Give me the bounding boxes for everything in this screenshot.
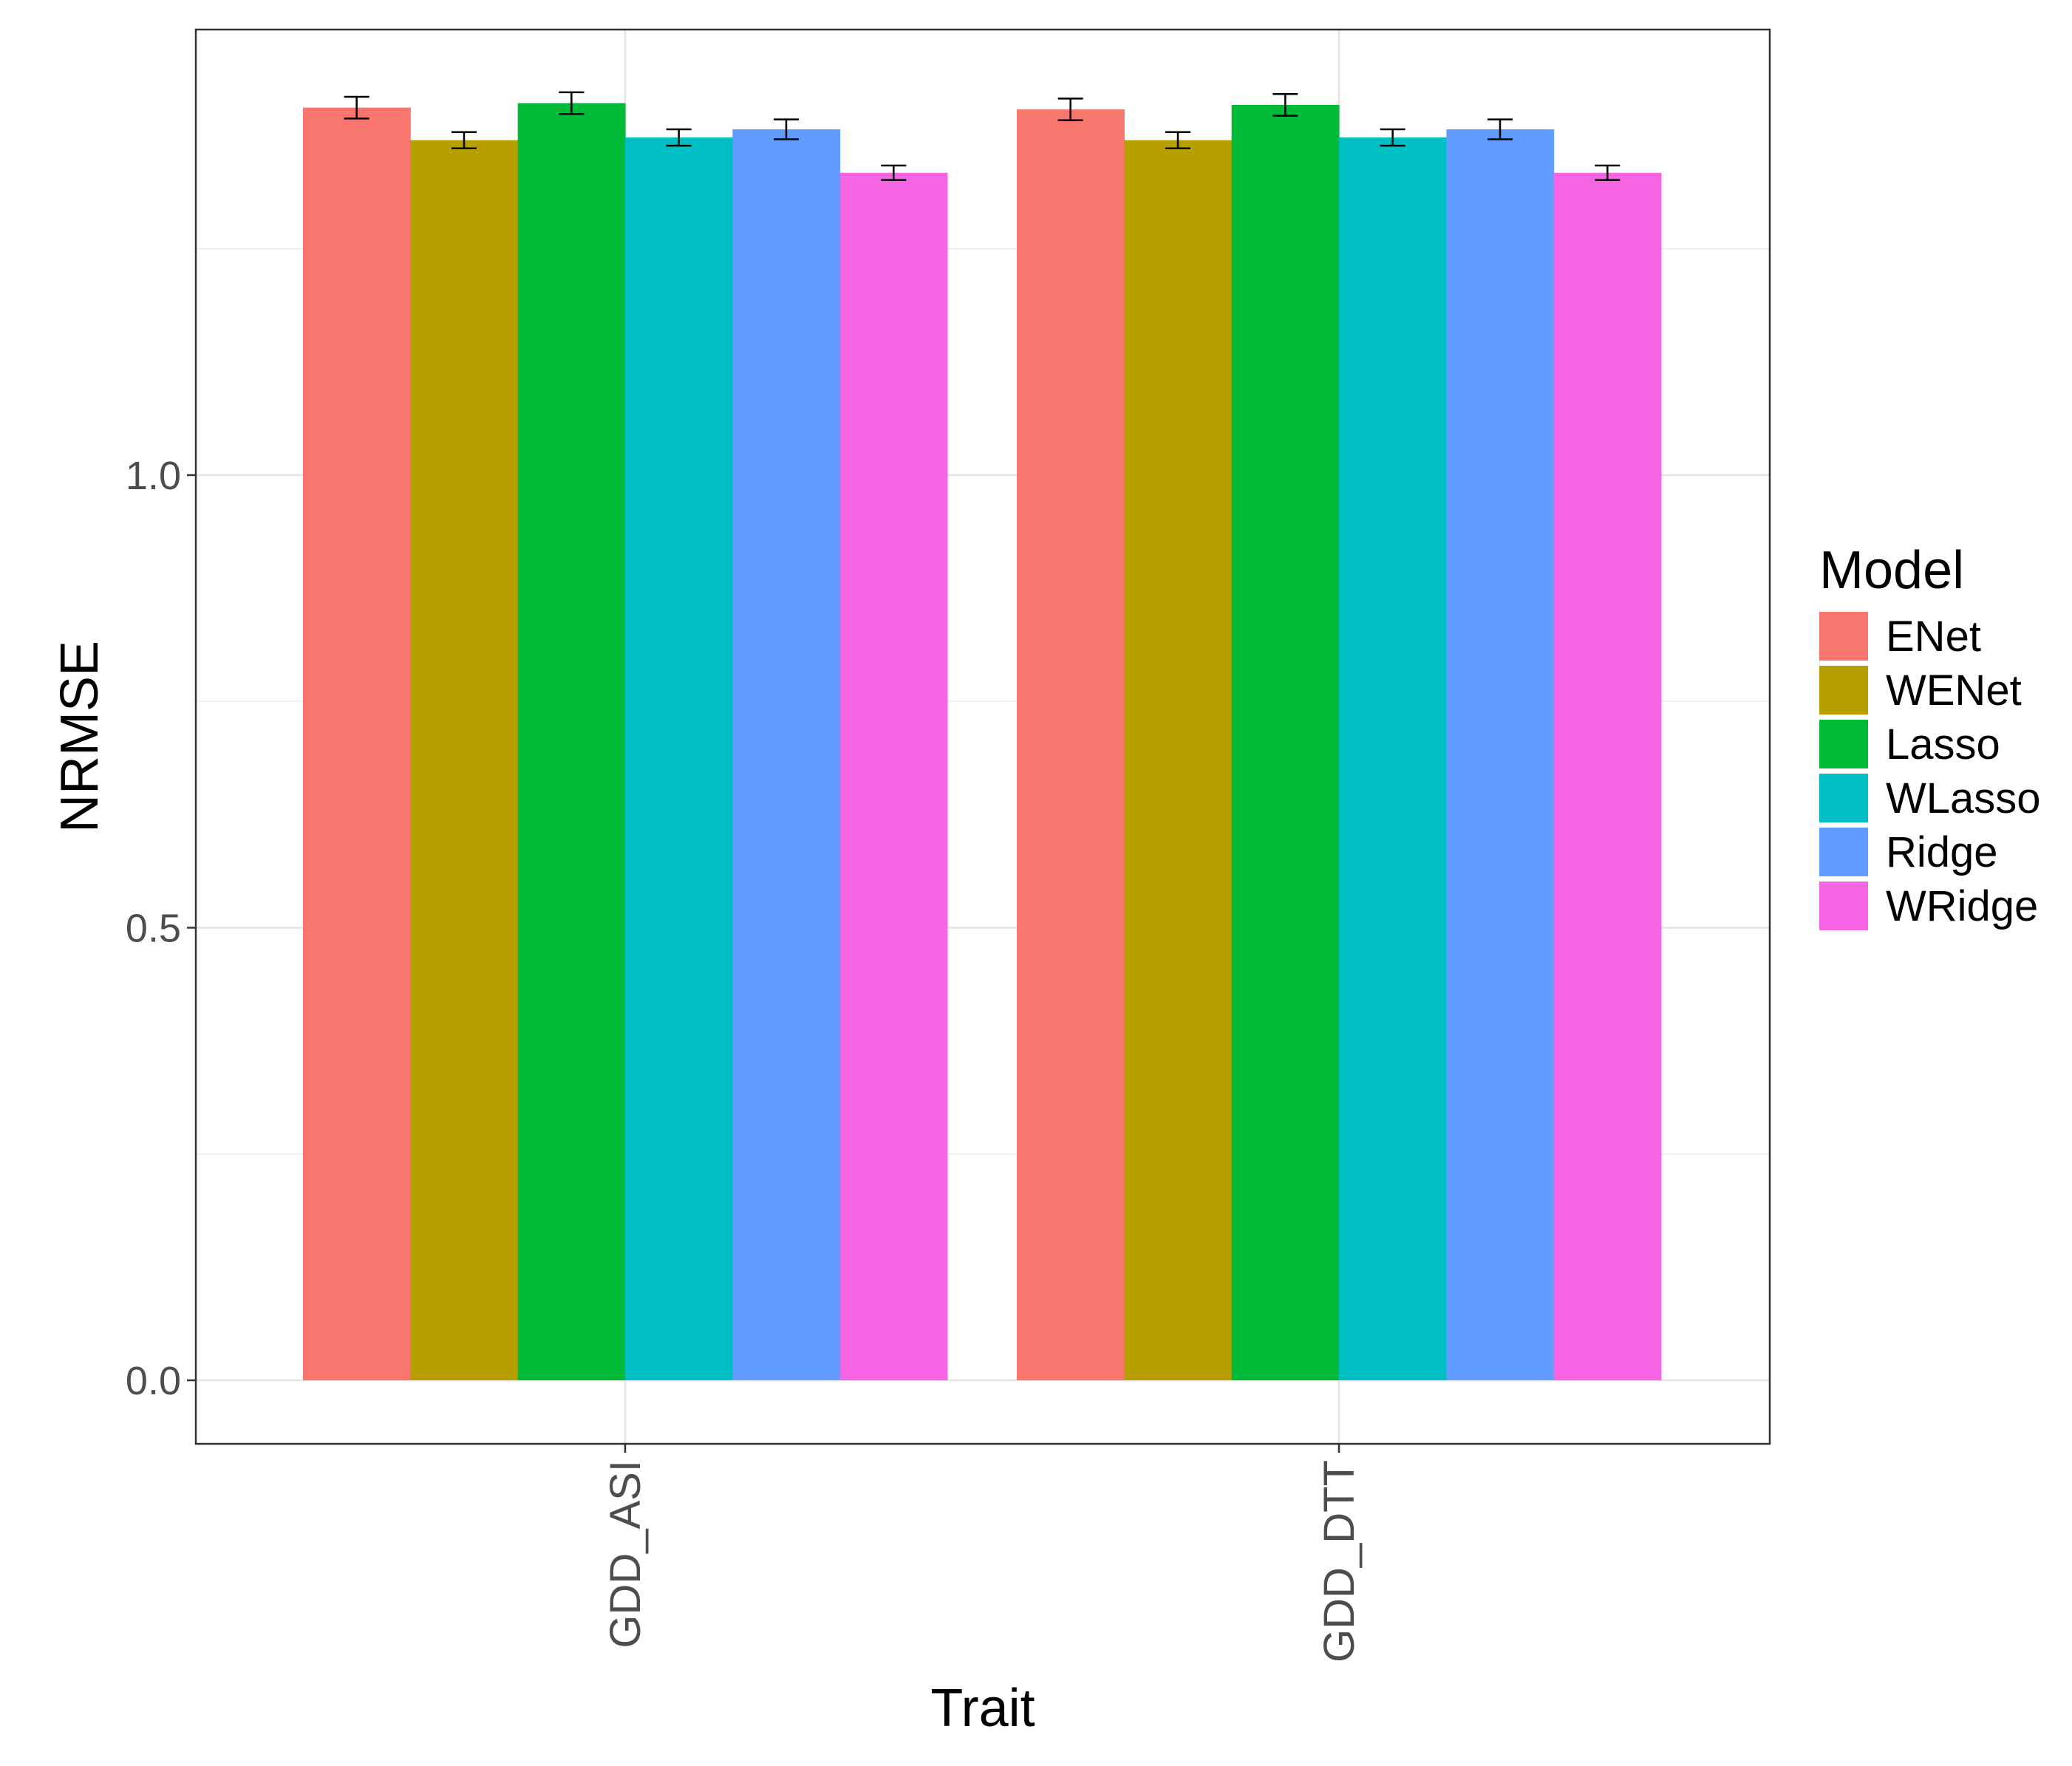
error-bar-wenet-gdd-asi <box>451 131 477 150</box>
bar-enet-gdd-dtt <box>1017 109 1125 1381</box>
error-bar-ridge-gdd-asi <box>774 118 799 140</box>
y-axis-title: NRMSE <box>50 641 109 833</box>
legend-label-wenet: WENet <box>1886 666 2022 715</box>
error-bar-lasso-gdd-dtt <box>1272 93 1298 117</box>
bar-wlasso-gdd-dtt <box>1339 137 1447 1381</box>
legend-item-wridge: WRidge <box>1819 882 2038 930</box>
plot-panel-border <box>194 28 1771 1445</box>
legend-label-wlasso: WLasso <box>1886 774 2041 822</box>
legend-key-lasso <box>1819 720 1868 768</box>
x-axis-ticks: GDD_ASI GDD_DTT <box>602 1444 1363 1663</box>
bar-ridge-gdd-dtt <box>1446 129 1555 1380</box>
legend-item-ridge: Ridge <box>1819 828 1998 876</box>
legend-item-wlasso: WLasso <box>1819 774 2041 822</box>
error-bars <box>344 91 1621 181</box>
legend-label-enet: ENet <box>1886 613 1981 661</box>
error-bar-ridge-gdd-dtt <box>1487 118 1513 140</box>
legend-item-wenet: WENet <box>1819 666 2022 715</box>
error-bar-wridge-gdd-dtt <box>1595 164 1621 181</box>
y-axis-ticks: 0.0 0.5 1.0 <box>126 454 196 1403</box>
legend-key-wenet <box>1819 666 1868 715</box>
legend-key-enet <box>1819 612 1868 661</box>
y-tick-label-0: 0.0 <box>126 1359 181 1403</box>
error-bar-wlasso-gdd-asi <box>666 128 692 147</box>
bar-wenet-gdd-dtt <box>1124 140 1233 1380</box>
bar-lasso-gdd-asi <box>517 103 626 1380</box>
bar-wridge-gdd-dtt <box>1553 172 1662 1381</box>
legend-item-enet: ENet <box>1819 612 1981 661</box>
y-tick-label-1: 0.5 <box>126 907 181 951</box>
legend-label-wridge: WRidge <box>1886 882 2038 930</box>
legend-label-lasso: Lasso <box>1886 720 2000 768</box>
y-tick-label-2: 1.0 <box>126 454 181 498</box>
x-axis-title: Trait <box>930 1679 1035 1738</box>
legend-key-wlasso <box>1819 774 1868 822</box>
error-bar-wridge-gdd-asi <box>881 164 907 181</box>
bar-wenet-gdd-asi <box>410 140 519 1380</box>
x-tick-label-0: GDD_ASI <box>602 1460 650 1649</box>
x-tick-label-1: GDD_DTT <box>1315 1460 1363 1663</box>
legend-label-ridge: Ridge <box>1886 828 1998 876</box>
error-bar-lasso-gdd-asi <box>559 91 585 115</box>
error-bar-enet-gdd-asi <box>344 95 369 120</box>
error-bar-wlasso-gdd-dtt <box>1380 128 1405 147</box>
bar-ridge-gdd-asi <box>732 129 841 1380</box>
bars <box>303 103 1662 1381</box>
bar-lasso-gdd-dtt <box>1231 104 1340 1381</box>
legend-key-ridge <box>1819 828 1868 876</box>
legend-item-lasso: Lasso <box>1819 720 2000 768</box>
error-bar-enet-gdd-dtt <box>1057 98 1083 122</box>
legend: Model ENet WENet Lasso WLasso Ridge WRidge <box>1819 541 2041 930</box>
bar-enet-gdd-asi <box>303 107 411 1380</box>
legend-title: Model <box>1819 541 1964 600</box>
bar-wridge-gdd-asi <box>839 172 948 1381</box>
legend-key-wridge <box>1819 882 1868 930</box>
bar-wlasso-gdd-asi <box>625 137 733 1381</box>
error-bar-wenet-gdd-dtt <box>1165 131 1190 150</box>
